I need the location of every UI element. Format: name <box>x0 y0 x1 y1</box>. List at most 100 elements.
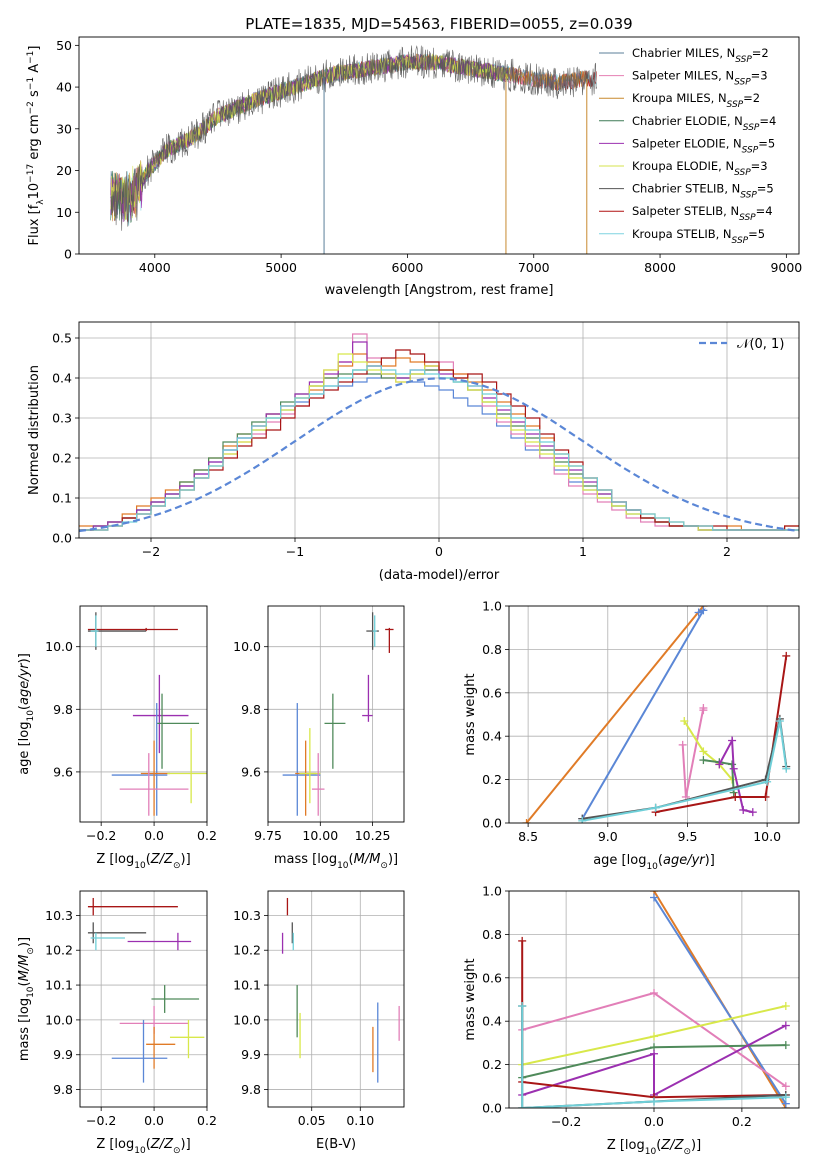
label-part: λ <box>36 199 46 205</box>
y-tick-label: 9.8 <box>241 1082 261 1097</box>
label-part: SSP <box>734 168 751 178</box>
y-tick-label: 0.0 <box>52 531 72 546</box>
x-tick-label: 7000 <box>518 260 550 275</box>
label-part: SSP <box>735 55 752 65</box>
y-tick-label: 10.0 <box>45 1012 73 1027</box>
weight-line <box>703 759 735 793</box>
y-tick-label: 30 <box>56 121 72 136</box>
x-tick-label: 5000 <box>265 260 297 275</box>
y-tick-label: 10.1 <box>45 978 73 993</box>
x-tick-label: 10.25 <box>355 828 391 843</box>
label-part: )] <box>705 853 715 868</box>
label-part: −2 <box>26 101 36 114</box>
spectrum-line <box>110 45 597 231</box>
panel-age_vs_Z: −0.2 0.0 0.29.69.810.0Z [log10(Z/Z⊙)]age [… <box>17 605 217 871</box>
label-part: )] <box>691 1138 701 1153</box>
y-tick-label: 10.0 <box>45 639 73 654</box>
label-part: Z [log <box>96 1137 134 1152</box>
label-part: Kroupa MILES, N <box>632 91 727 105</box>
weight-line <box>718 736 754 814</box>
x-axis-label: wavelength [Angstrom, rest frame] <box>325 283 554 298</box>
label-part: =4 <box>756 204 773 218</box>
label-part: )] <box>388 852 398 867</box>
panel-spectrum: 4000 5000 6000 7000 8000 9000 0 10 20 30 40 50 Chabr… <box>26 36 802 298</box>
label-part: 10 <box>26 986 36 998</box>
x-axis-label: Z [log10(Z/Z⊙)] <box>607 1138 701 1157</box>
legend-label: Chabrier MILES, NSSP=2 <box>632 46 769 65</box>
panel-residuals: −2 −1 0 1 2 0.0 0.1 0.2 0.3 0.4 0.5 𝒩(0, 1) (data-mo… <box>27 321 800 583</box>
label-part: Chabrier ELODIE, N <box>632 114 743 128</box>
label-part: Chabrier MILES, N <box>632 46 735 60</box>
label-part: A <box>27 64 42 77</box>
y-tick-label: 0.2 <box>52 451 72 466</box>
label-part: Z/Z <box>150 1137 174 1152</box>
x-tick-label: −1 <box>286 544 304 559</box>
y-tick-label: 40 <box>56 80 72 95</box>
y-tick-label: 9.8 <box>53 702 73 717</box>
y-tick-label: 9.9 <box>53 1047 73 1062</box>
label-part: )] <box>17 653 32 663</box>
panel-age_vs_mass: 9.75 10.00 10.25 9.6 9.8 10.0 mass [log10(M/M⊙… <box>233 605 405 871</box>
label-part: SSP <box>740 191 757 201</box>
y-tick-label: 9.6 <box>241 764 261 779</box>
panel-mass_weight_vs_age: 8.5 9.0 9.5 10.0 0.0 0.2 0.4 0.6 0.8 1.0 age [log1… <box>463 599 800 872</box>
panel-mass_weight_vs_Z: −0.2 0.0 0.2 0.0 0.2 0.4 0.6 0.8 1.0 Z [log10(Z/Z… <box>463 884 800 1157</box>
y-tick-label: 9.8 <box>241 702 261 717</box>
weight-line <box>683 720 733 781</box>
y-tick-label: 50 <box>56 38 72 53</box>
label-part: =4 <box>759 114 776 128</box>
y-tick-label: 10 <box>56 205 72 220</box>
y-axis-label: mass weight <box>463 958 478 1040</box>
x-tick-label: −0.2 <box>86 1113 116 1128</box>
label-part: ( <box>349 852 354 867</box>
label-part: ⊙ <box>26 947 36 955</box>
plot-area <box>522 606 791 823</box>
label-part: −17 <box>26 164 36 183</box>
label-part: SSP <box>727 100 744 110</box>
label-part: =2 <box>752 46 769 60</box>
panels: 4000 5000 6000 7000 8000 900001020304050Chabr… <box>17 36 802 1157</box>
y-tick-label: 0.4 <box>482 1014 502 1029</box>
y-axis-label: Flux [fλ10−17 erg cm−2 s−1 A−1] <box>26 46 46 246</box>
label-part: )] <box>181 852 191 867</box>
y-tick-label: 0.2 <box>482 772 502 787</box>
x-tick-label: 9.5 <box>678 829 698 844</box>
legend-label: Chabrier STELIB, NSSP=5 <box>632 182 774 201</box>
plot-area <box>87 897 205 1083</box>
x-tick-label: 0 <box>435 544 443 559</box>
y-tick-label: 0.2 <box>482 1057 502 1072</box>
label-part: SSP <box>734 78 751 88</box>
x-tick-label: 4000 <box>139 260 171 275</box>
y-tick-label: 9.8 <box>53 1082 73 1097</box>
y-tick-label: 0.1 <box>52 491 72 506</box>
y-tick-label: 0.8 <box>482 642 502 657</box>
x-axis-label: (data-model)/error <box>379 568 500 583</box>
x-tick-label: 0.0 <box>144 1113 164 1128</box>
label-part: SSP <box>732 236 749 246</box>
label-part: s <box>27 90 42 101</box>
label-part: 10 <box>134 1146 146 1156</box>
x-tick-label: 8.5 <box>518 829 538 844</box>
plot-area <box>79 333 799 533</box>
label-part: age [log <box>593 853 646 868</box>
plot-area <box>87 612 207 816</box>
x-tick-label: 0.0 <box>144 828 164 843</box>
legend-label: 𝒩(0, 1) <box>737 337 784 352</box>
y-tick-label: 9.6 <box>53 764 73 779</box>
x-tick-label: 0.2 <box>197 1113 217 1128</box>
axes-frame <box>267 605 405 823</box>
x-tick-label: −2 <box>142 544 160 559</box>
label-part: E(B-V) <box>316 1137 356 1152</box>
label-part: M/M <box>354 852 381 867</box>
y-tick-label: 1.0 <box>482 599 502 614</box>
label-part: ( <box>146 1137 151 1152</box>
label-part: age/yr <box>17 662 32 705</box>
y-tick-label: 0.6 <box>482 970 502 985</box>
plot-area <box>281 897 400 1083</box>
x-tick-label: 10.00 <box>302 828 338 843</box>
label-part: ( <box>656 1138 661 1153</box>
label-part: =3 <box>751 69 768 83</box>
y-tick-label: 0.4 <box>52 371 72 386</box>
y-tick-label: 0.3 <box>52 411 72 426</box>
y-tick-label: 0.4 <box>482 729 502 744</box>
